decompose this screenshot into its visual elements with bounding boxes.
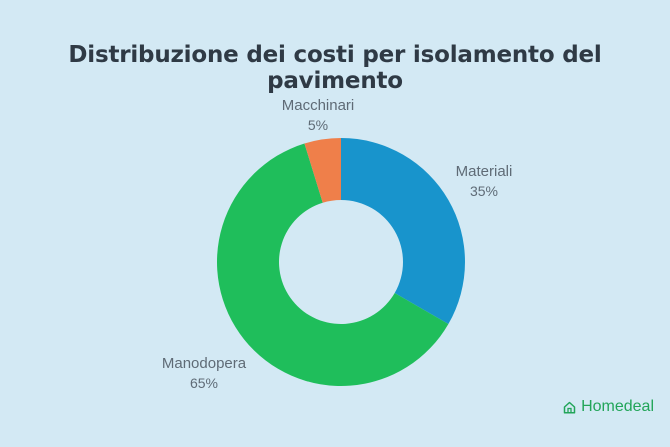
slice-manodopera (216, 143, 449, 386)
slice-label-manodopera: Manodopera (162, 355, 247, 372)
chart-title: Distribuzione dei costi per isolamento d… (68, 42, 602, 94)
slice-label-materiali: Materiali (456, 163, 513, 180)
slice-macchinari (304, 138, 341, 203)
slice-value-manodopera: 65% (190, 375, 218, 391)
slice-label-macchinari: Macchinari (282, 97, 355, 114)
house-icon (563, 401, 576, 414)
brand-name: Homedeal (581, 398, 654, 415)
slice-value-materiali: 35% (470, 183, 498, 199)
slice-value-macchinari: 5% (308, 117, 328, 133)
slice-materiali (341, 138, 465, 324)
brand-logo[interactable]: Homedeal (563, 398, 654, 416)
